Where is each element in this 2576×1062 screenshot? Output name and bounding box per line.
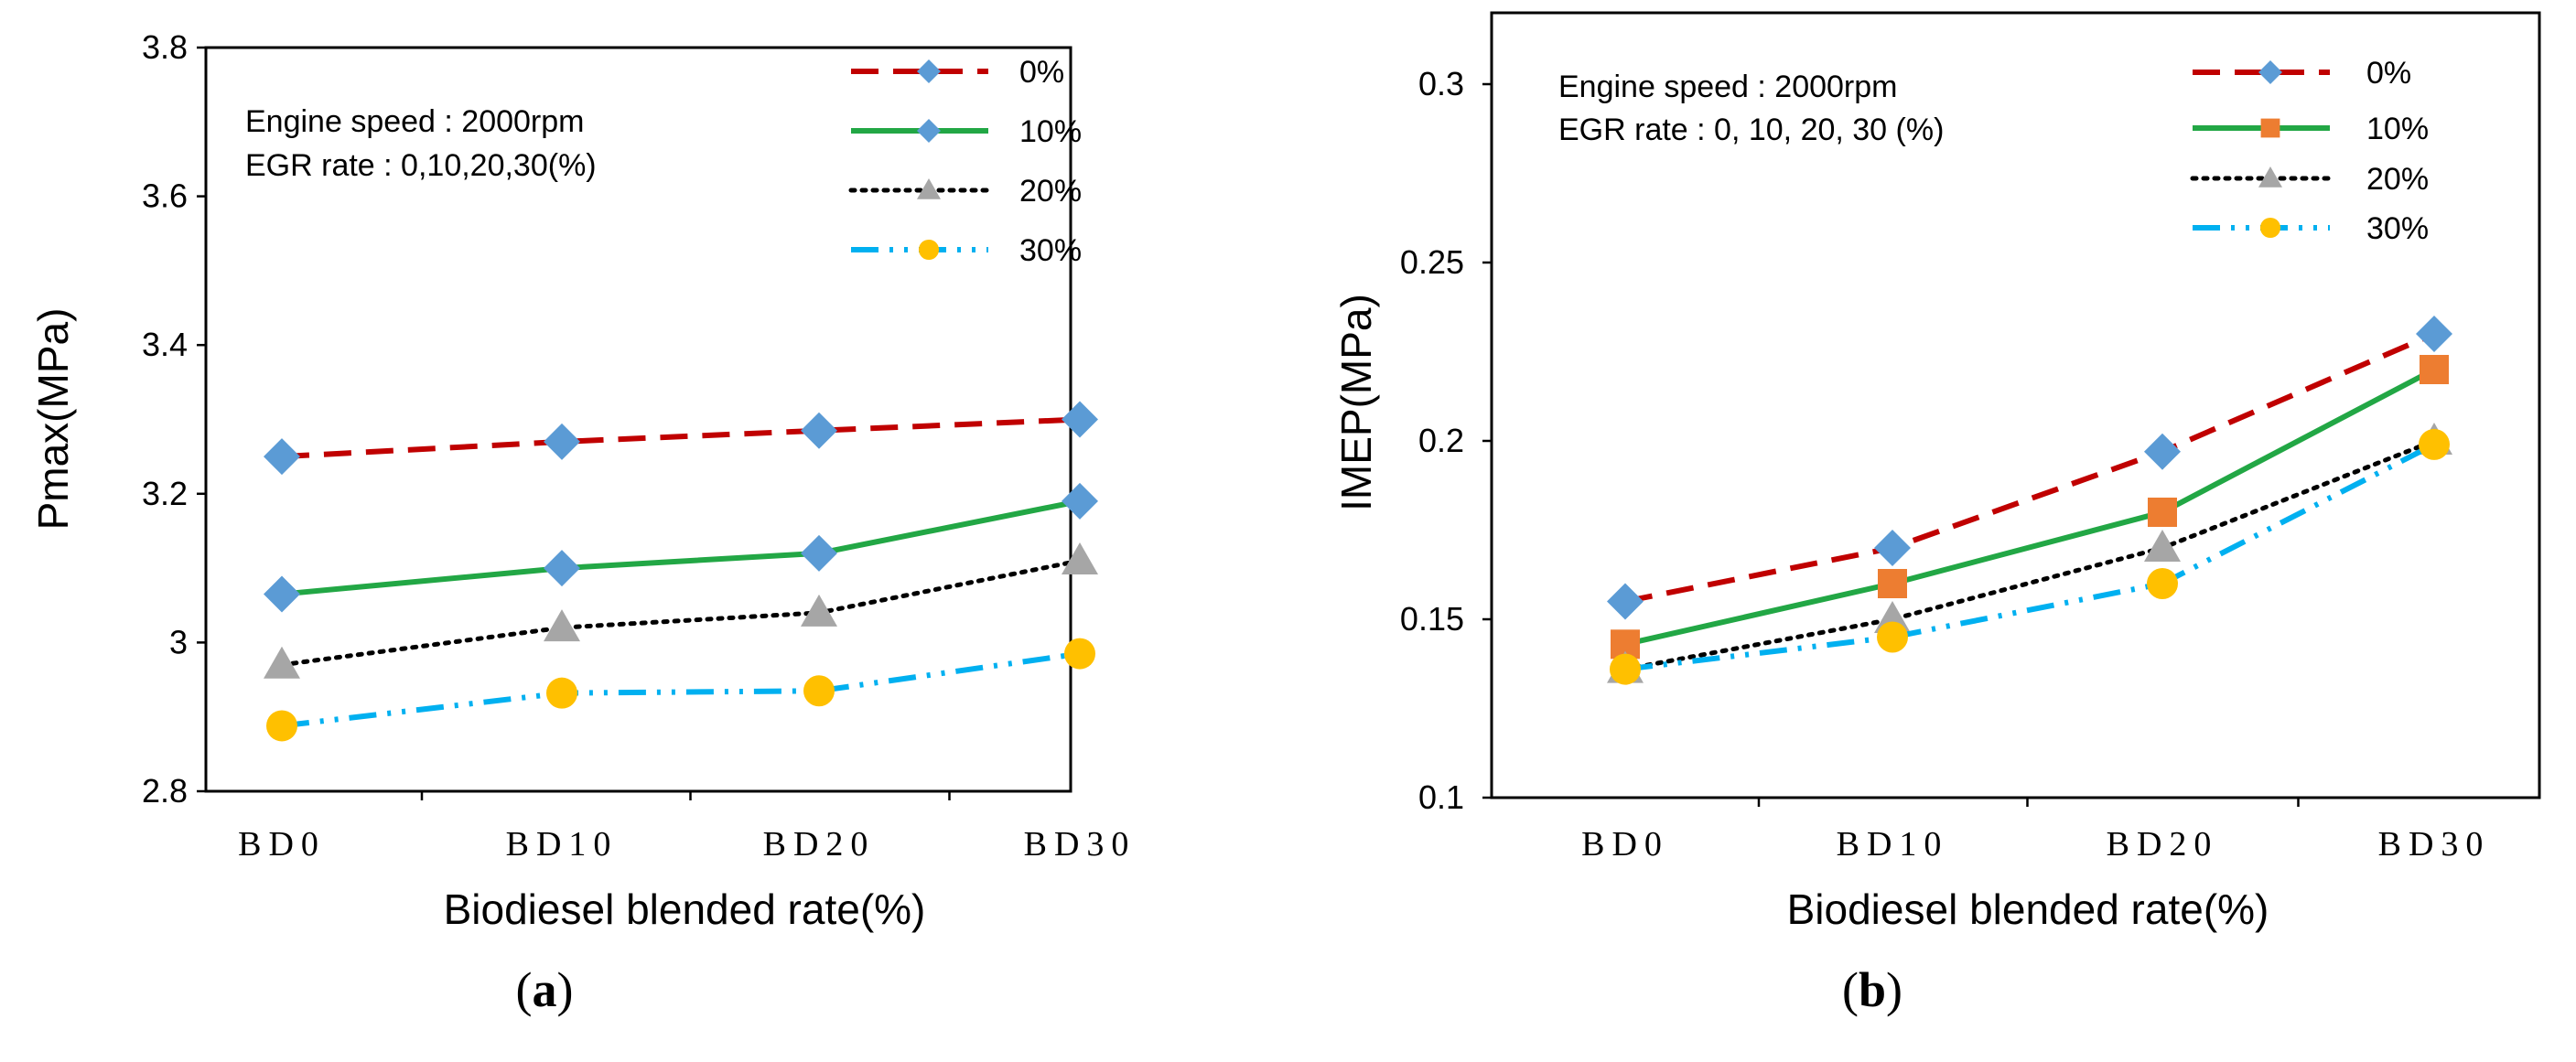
data-point <box>2147 568 2178 599</box>
series-line <box>1624 367 2436 648</box>
data-point <box>2416 316 2452 352</box>
y-tick-label: 0.15 <box>1400 600 1464 638</box>
x-tick-label: BD20 <box>2107 825 2219 864</box>
y-tick-label: 3.6 <box>142 177 188 215</box>
series-line <box>1624 331 2436 605</box>
data-point <box>2148 498 2177 527</box>
legend-marker <box>2260 118 2280 138</box>
plot-frame <box>1490 11 2541 799</box>
data-point <box>1874 530 1911 566</box>
annotation-text: Engine speed : 2000rpm <box>1558 70 1897 104</box>
legend-marker <box>2259 217 2281 239</box>
series-line <box>279 558 1083 668</box>
data-point <box>546 677 577 709</box>
data-point <box>2144 530 2181 562</box>
data-point <box>1877 621 1908 653</box>
x-axis-title: Biodiesel blended rate(%) <box>444 885 926 933</box>
y-tick-label: 3.8 <box>142 28 188 66</box>
series-line <box>1622 438 2437 672</box>
data-point <box>544 609 580 642</box>
legend-marker <box>917 178 941 199</box>
series-line <box>281 498 1081 597</box>
data-point <box>2419 428 2450 460</box>
legend-marker <box>2258 60 2282 84</box>
y-axis-title: Pmax(MPa) <box>29 308 77 531</box>
y-axis-title: IMEP(MPa) <box>1332 294 1380 511</box>
data-point <box>1607 583 1644 620</box>
x-tick-label: BD30 <box>2378 825 2491 864</box>
y-tick-label: 0.2 <box>1418 422 1464 459</box>
legend-marker <box>917 119 941 143</box>
data-point <box>1878 569 1907 598</box>
series-line <box>1624 442 2436 672</box>
data-point <box>2144 433 2181 470</box>
y-tick-label: 3.2 <box>142 475 188 512</box>
y-tick-label: 0.25 <box>1400 243 1464 281</box>
x-tick-label: BD20 <box>763 825 876 864</box>
legend-marker <box>917 59 941 83</box>
x-tick-label: BD0 <box>1581 825 1669 864</box>
y-tick-label: 3 <box>169 623 188 660</box>
data-point <box>1062 482 1098 520</box>
data-point <box>803 675 835 707</box>
data-point <box>1610 653 1641 685</box>
series-line <box>281 416 1081 460</box>
x-tick-label: BD0 <box>238 825 326 864</box>
data-point <box>264 438 300 476</box>
x-axis-title: Biodiesel blended rate(%) <box>1787 885 2269 933</box>
data-point <box>801 534 837 572</box>
data-point <box>801 594 837 627</box>
x-tick-label: BD30 <box>1024 825 1137 864</box>
data-point <box>544 550 580 587</box>
legend-label: 20% <box>1019 174 1082 209</box>
data-point <box>264 575 300 613</box>
legend-marker <box>2258 166 2282 188</box>
data-point <box>1064 638 1095 670</box>
y-tick-label: 0.3 <box>1418 65 1464 102</box>
x-tick-label: BD10 <box>1837 825 1949 864</box>
legend-label: 20% <box>2366 162 2429 197</box>
panel-b: 0.1 0.15 0.2 0.25 0.3 BD0 BD10 BD20 BD30 0% 10% 20%… <box>1332 11 2541 1017</box>
data-point <box>801 412 837 449</box>
y-tick-label: 3.4 <box>142 326 188 363</box>
annotation-text: EGR rate : 0, 10, 20, 30 (%) <box>1558 113 1944 147</box>
panel-label: (a) <box>516 962 574 1017</box>
y-tick-label: 2.8 <box>142 772 188 810</box>
series-line <box>281 650 1081 729</box>
y-tick-label: 0.1 <box>1418 778 1464 816</box>
data-point <box>264 646 300 679</box>
legend-marker <box>918 239 940 261</box>
data-point <box>544 423 580 460</box>
legend-label: 0% <box>2366 56 2411 91</box>
data-point <box>2420 355 2449 384</box>
annotation-text: Engine speed : 2000rpm <box>245 104 584 139</box>
data-point <box>1062 401 1098 438</box>
panel-a: 2.8 3 3.2 3.4 3.6 3.8 BD0 BD10 BD20 BD30 0% 10% 20% 3… <box>29 28 1137 1017</box>
data-point <box>266 710 297 742</box>
legend-label: 30% <box>2366 211 2429 246</box>
x-tick-label: BD10 <box>506 825 619 864</box>
legend-label: 30% <box>1019 233 1082 268</box>
legend-label: 10% <box>2366 112 2429 146</box>
panel-label: (b) <box>1842 962 1902 1017</box>
legend-label: 10% <box>1019 114 1082 149</box>
data-point <box>1062 542 1098 574</box>
legend-label: 0% <box>1019 55 1064 90</box>
annotation-text: EGR rate : 0,10,20,30(%) <box>245 148 597 183</box>
